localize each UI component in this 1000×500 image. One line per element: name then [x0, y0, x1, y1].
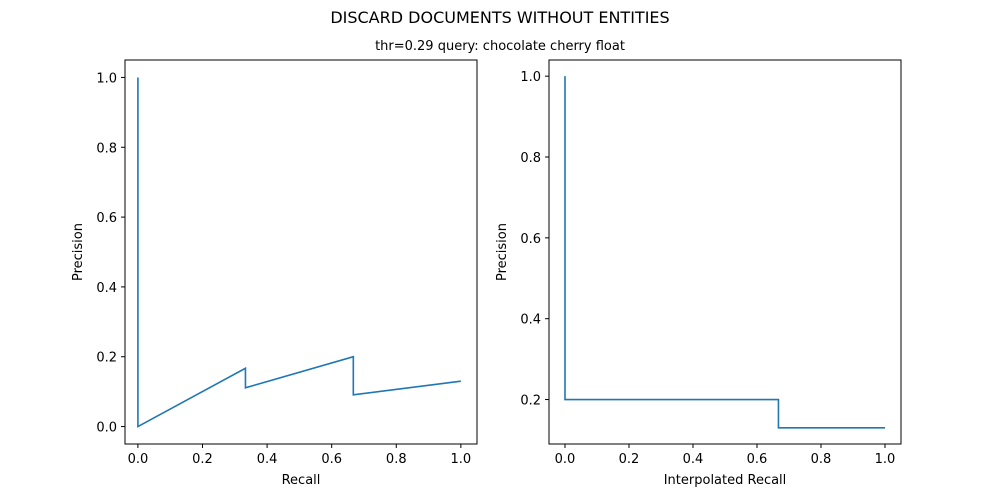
y-tick-label: 0.4 — [96, 281, 117, 296]
x-tick-label: 0.0 — [128, 452, 149, 467]
x-tick-label: 0.4 — [683, 452, 704, 467]
x-tick-label: 0.8 — [811, 452, 832, 467]
y-tick-label: 1.0 — [96, 71, 117, 86]
figure-subtitle: thr=0.29 query: chocolate cherry float — [375, 39, 625, 54]
x-tick-label: 0.0 — [555, 452, 576, 467]
y-tick-label: 0.4 — [520, 313, 541, 328]
precision-recall-plot: 0.0 0.2 0.4 0.6 0.8 1.0 0.0 0.2 0.4 0.6 0.8 1.0 Reca… — [71, 59, 478, 488]
x-tick-label: 0.6 — [747, 452, 768, 467]
y-tick-label: 0.2 — [96, 351, 117, 366]
x-tick-label: 0.2 — [192, 452, 213, 467]
figure-title: DISCARD DOCUMENTS WITHOUT ENTITIES — [330, 8, 669, 27]
y-tick-label: 0.0 — [96, 421, 117, 436]
series-line-0 — [137, 77, 461, 428]
x-tick-label: 0.2 — [619, 452, 640, 467]
x-axis-label: Interpolated Recall — [664, 473, 787, 488]
y-axis-label: Precision — [495, 223, 510, 281]
axes-frame — [124, 59, 478, 445]
series-line-0 — [564, 76, 885, 429]
y-tick-label: 0.6 — [520, 232, 541, 247]
x-axis-label: Recall — [282, 473, 321, 488]
x-tick-label: 1.0 — [451, 452, 472, 467]
y-axis-label: Precision — [71, 223, 86, 281]
y-tick-label: 1.0 — [520, 70, 541, 85]
x-tick-label: 0.4 — [257, 452, 278, 467]
x-tick-label: 0.6 — [321, 452, 342, 467]
y-tick-label: 0.2 — [520, 394, 541, 409]
x-tick-label: 0.8 — [386, 452, 407, 467]
y-tick-label: 0.8 — [520, 151, 541, 166]
y-tick-label: 0.6 — [96, 211, 117, 226]
y-tick-label: 0.8 — [96, 141, 117, 156]
interpolated-precision-recall-plot: 0.0 0.2 0.4 0.6 0.8 1.0 0.2 0.4 0.6 0.8 1.0 Interpo… — [495, 59, 902, 488]
axes-frame — [548, 59, 902, 445]
x-tick-label: 1.0 — [875, 452, 896, 467]
